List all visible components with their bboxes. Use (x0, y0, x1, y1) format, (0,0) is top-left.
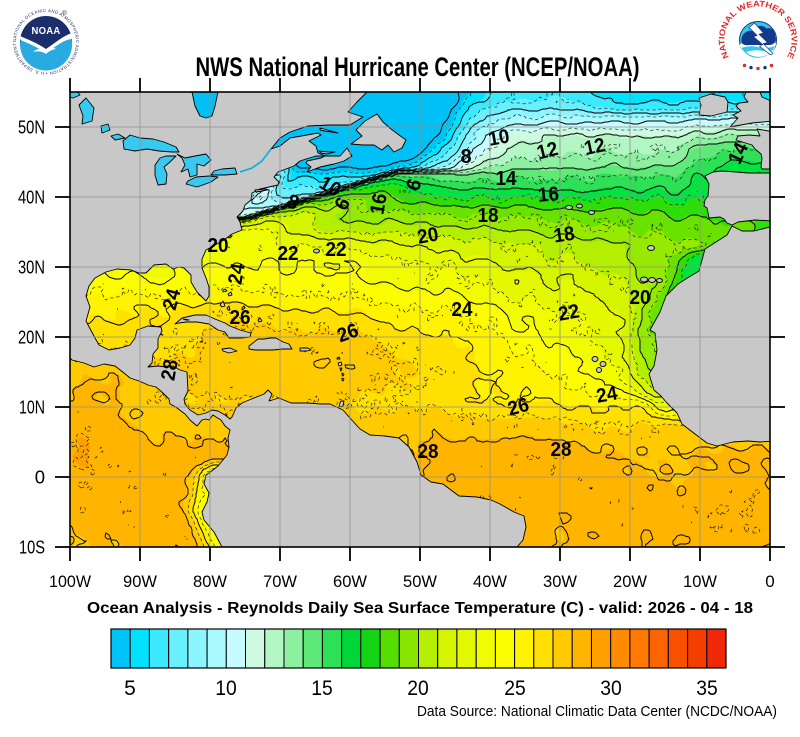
svg-text:15: 15 (311, 677, 333, 700)
svg-text:90W: 90W (123, 572, 157, 591)
svg-text:12: 12 (582, 134, 607, 160)
svg-text:60W: 60W (333, 572, 367, 591)
svg-text:30: 30 (600, 677, 622, 700)
svg-text:0: 0 (35, 467, 45, 488)
svg-text:22: 22 (326, 239, 347, 261)
svg-text:30N: 30N (18, 257, 45, 278)
svg-text:10N: 10N (19, 397, 45, 418)
svg-text:20W: 20W (613, 572, 647, 591)
svg-text:20N: 20N (18, 327, 45, 348)
svg-text:24: 24 (452, 299, 474, 321)
svg-text:80W: 80W (193, 572, 227, 591)
svg-text:20: 20 (407, 677, 429, 700)
svg-text:20: 20 (630, 287, 651, 309)
svg-text:10S: 10S (19, 537, 45, 558)
svg-text:24: 24 (224, 261, 249, 286)
svg-text:20: 20 (208, 235, 229, 257)
svg-text:26: 26 (230, 307, 251, 329)
svg-text:5: 5 (124, 677, 136, 700)
svg-text:24: 24 (595, 382, 620, 407)
svg-text:40W: 40W (473, 572, 507, 591)
svg-text:28: 28 (551, 439, 572, 461)
svg-text:10: 10 (215, 677, 237, 700)
svg-text:70W: 70W (263, 572, 297, 591)
svg-text:50N: 50N (18, 117, 45, 138)
svg-text:14: 14 (496, 168, 518, 190)
svg-text:16: 16 (366, 192, 391, 217)
svg-text:18: 18 (478, 205, 499, 227)
svg-text:16: 16 (537, 183, 560, 207)
svg-text:25: 25 (504, 677, 526, 700)
svg-text:NWS National Hurricane Center: NWS National Hurricane Center (NCEP/NOAA… (196, 52, 640, 82)
svg-text:10: 10 (487, 125, 512, 150)
svg-text:22: 22 (278, 243, 299, 265)
svg-text:NOAA: NOAA (32, 25, 61, 37)
svg-text:0: 0 (765, 572, 774, 591)
svg-text:28: 28 (418, 441, 439, 463)
svg-text:8: 8 (460, 146, 471, 168)
svg-text:22: 22 (557, 300, 582, 325)
svg-text:®: ® (62, 9, 67, 17)
svg-text:Data Source: National Climatic: Data Source: National Climatic Data Cent… (417, 703, 777, 720)
svg-text:20: 20 (416, 223, 441, 248)
svg-text:100W: 100W (49, 572, 91, 591)
svg-text:Ocean Analysis - Reynolds Dail: Ocean Analysis - Reynolds Daily Sea Surf… (87, 600, 753, 617)
svg-text:12: 12 (535, 138, 561, 164)
svg-text:18: 18 (552, 223, 576, 248)
svg-text:50W: 50W (403, 572, 437, 591)
svg-text:35: 35 (696, 677, 718, 700)
svg-text:40N: 40N (18, 187, 45, 208)
svg-text:10W: 10W (683, 572, 717, 591)
svg-text:28: 28 (157, 358, 182, 383)
svg-text:30W: 30W (543, 572, 577, 591)
